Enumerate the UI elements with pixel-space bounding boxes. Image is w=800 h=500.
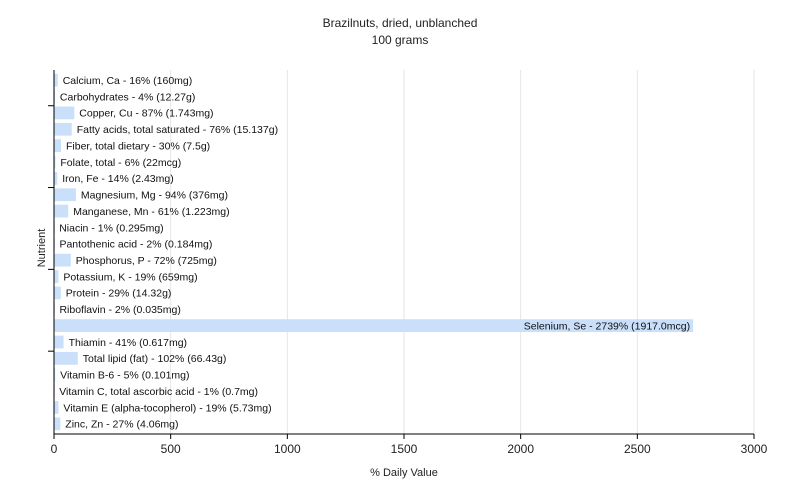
bar-label: Vitamin B-6 - 5% (0.101mg) bbox=[60, 370, 189, 382]
bar-label: Calcium, Ca - 16% (160mg) bbox=[63, 75, 193, 87]
chart-title: Brazilnuts, dried, unblanched bbox=[323, 16, 478, 30]
bar-label: Vitamin E (alpha-tocopherol) - 19% (5.73… bbox=[63, 402, 271, 414]
bar-label: Potassium, K - 19% (659mg) bbox=[63, 271, 197, 283]
bar bbox=[54, 188, 76, 202]
x-tick-label: 3000 bbox=[741, 442, 768, 456]
bar bbox=[54, 401, 59, 414]
bar-label: Riboflavin - 2% (0.035mg) bbox=[59, 304, 180, 316]
bar-label: Magnesium, Mg - 94% (376mg) bbox=[81, 190, 228, 202]
bar-label: Carbohydrates - 4% (12.27g) bbox=[60, 91, 195, 103]
bar-label: Fatty acids, total saturated - 76% (15.1… bbox=[77, 124, 278, 136]
bar-label: Total lipid (fat) - 102% (66.43g) bbox=[83, 353, 227, 365]
grid-lines bbox=[170, 70, 755, 434]
bars bbox=[54, 73, 694, 431]
axes: 0 500 1000 1500 2000 2500 3000 bbox=[48, 70, 768, 456]
bar-label: Niacin - 1% (0.295mg) bbox=[59, 222, 163, 234]
bar-labels: Calcium, Ca - 16% (160mg) Carbohydrates -… bbox=[59, 75, 690, 431]
x-tick-label: 500 bbox=[161, 442, 181, 456]
bar-label: Protein - 29% (14.32g) bbox=[66, 288, 172, 300]
x-tick-label: 2000 bbox=[507, 442, 534, 456]
bar bbox=[54, 73, 58, 87]
bar bbox=[54, 270, 59, 283]
bar bbox=[54, 155, 56, 169]
bar bbox=[54, 122, 72, 136]
bar-label: Phosphorus, P - 72% (725mg) bbox=[76, 255, 217, 267]
x-tick-label: 2500 bbox=[624, 442, 651, 456]
bar-label: Copper, Cu - 87% (1.743mg) bbox=[79, 108, 213, 120]
bar bbox=[54, 204, 69, 218]
bar bbox=[54, 106, 75, 120]
bar bbox=[54, 139, 61, 153]
bar bbox=[54, 253, 71, 267]
bar-label: Iron, Fe - 14% (2.43mg) bbox=[62, 173, 173, 185]
bar-label: Zinc, Zn - 27% (4.06mg) bbox=[65, 419, 178, 431]
bar bbox=[54, 171, 58, 185]
x-tick-label: 0 bbox=[51, 442, 58, 456]
bar bbox=[54, 351, 78, 365]
bar-label: Fiber, total dietary - 30% (7.5g) bbox=[66, 140, 210, 152]
x-tick-label: 1500 bbox=[391, 442, 418, 456]
bar-label: Manganese, Mn - 61% (1.223mg) bbox=[73, 206, 229, 218]
bar-label: Folate, total - 6% (22mcg) bbox=[60, 157, 181, 169]
bar bbox=[54, 286, 61, 300]
x-axis-title: % Daily Value bbox=[370, 467, 438, 479]
bar bbox=[54, 417, 61, 431]
bar-label: Selenium, Se - 2739% (1917.0mcg) bbox=[524, 320, 690, 332]
x-tick-label: 1000 bbox=[274, 442, 301, 456]
bar bbox=[54, 368, 56, 382]
bar-label: Pantothenic acid - 2% (0.184mg) bbox=[59, 239, 212, 251]
chart-subtitle: 100 grams bbox=[372, 33, 429, 47]
y-axis-title: Nutrient bbox=[36, 229, 48, 268]
bar-label: Thiamin - 41% (0.617mg) bbox=[69, 337, 187, 349]
bar bbox=[54, 335, 64, 349]
bar-label: Vitamin C, total ascorbic acid - 1% (0.7… bbox=[59, 386, 258, 398]
bar bbox=[54, 319, 694, 333]
